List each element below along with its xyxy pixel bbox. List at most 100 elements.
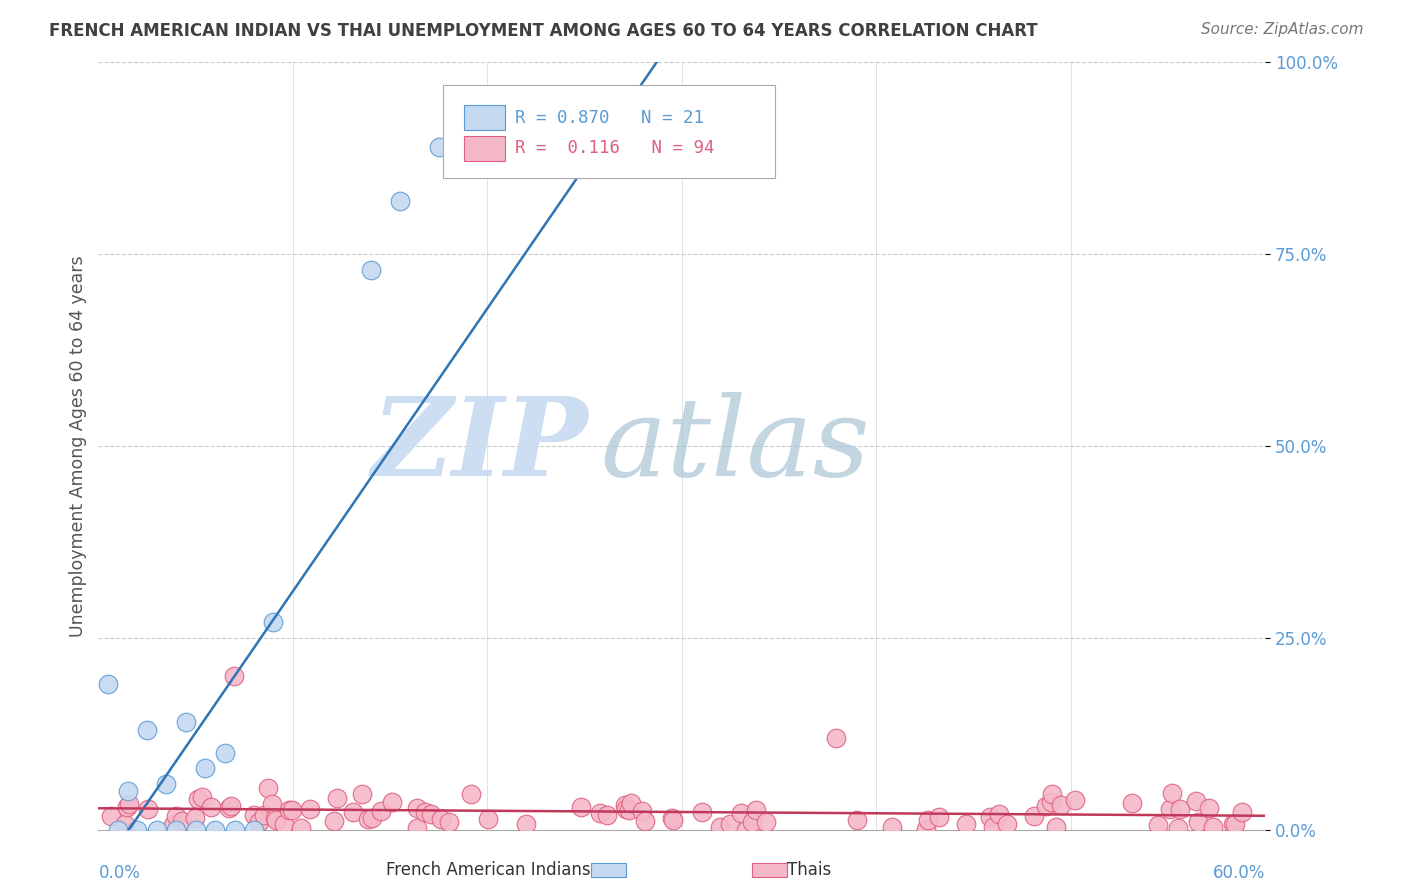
Point: [477, 812, 499, 826]
Bar: [464, 105, 505, 130]
Point: [138, 802, 160, 816]
Point: [264, 813, 287, 827]
Point: [406, 822, 429, 836]
Point: [651, 132, 673, 146]
Point: [155, 776, 177, 790]
Text: Thais: Thais: [787, 861, 831, 879]
Y-axis label: Unemployment Among Ages 60 to 64 years: Unemployment Among Ages 60 to 64 years: [69, 255, 87, 637]
Point: [277, 803, 299, 817]
Point: [165, 809, 187, 823]
Point: [247, 814, 270, 829]
Point: [243, 822, 266, 837]
Point: [1121, 796, 1143, 810]
Point: [191, 789, 214, 804]
Point: [97, 677, 120, 691]
Point: [755, 815, 778, 830]
Point: [631, 804, 654, 818]
Point: [357, 813, 380, 827]
Point: [880, 820, 903, 834]
Point: [224, 669, 246, 683]
Point: [741, 815, 763, 830]
Point: [662, 814, 685, 828]
Bar: [591, 863, 626, 877]
Point: [370, 804, 392, 818]
Point: [352, 788, 374, 802]
Point: [114, 817, 136, 831]
Point: [100, 809, 122, 823]
Point: [596, 808, 619, 822]
Point: [1202, 820, 1225, 834]
Text: 0.0%: 0.0%: [98, 864, 141, 882]
Point: [1232, 805, 1254, 819]
Point: [117, 784, 139, 798]
Point: [256, 781, 278, 796]
Point: [1159, 802, 1181, 816]
Point: [988, 807, 1011, 822]
Text: Source: ZipAtlas.com: Source: ZipAtlas.com: [1201, 22, 1364, 37]
Point: [281, 803, 304, 817]
Point: [200, 799, 222, 814]
Point: [588, 805, 610, 820]
Point: [735, 822, 758, 837]
Point: [1167, 821, 1189, 835]
Point: [323, 814, 346, 828]
Point: [955, 816, 977, 830]
Point: [983, 820, 1005, 834]
Point: [614, 798, 637, 813]
Point: [427, 140, 450, 154]
Point: [262, 615, 284, 630]
Point: [430, 812, 453, 826]
Point: [619, 803, 641, 817]
Point: [745, 803, 768, 817]
Point: [825, 731, 848, 745]
Point: [634, 814, 657, 829]
Point: [219, 799, 242, 814]
Point: [569, 800, 592, 814]
Point: [420, 807, 443, 822]
Point: [1040, 788, 1063, 802]
Point: [1160, 786, 1182, 800]
Bar: [752, 863, 787, 877]
Point: [1198, 800, 1220, 814]
Point: [690, 805, 713, 819]
Point: [243, 808, 266, 822]
Point: [253, 808, 276, 822]
Point: [187, 792, 209, 806]
Point: [224, 822, 246, 837]
Point: [730, 806, 752, 821]
Point: [1049, 798, 1071, 813]
Point: [290, 822, 312, 836]
Point: [194, 761, 217, 775]
Point: [413, 805, 436, 819]
Point: [136, 723, 159, 737]
Text: 60.0%: 60.0%: [1213, 864, 1265, 882]
Point: [718, 817, 741, 831]
Point: [661, 811, 683, 825]
Point: [218, 801, 240, 815]
Point: [184, 811, 207, 825]
Point: [846, 814, 869, 828]
Point: [1035, 799, 1057, 814]
Point: [299, 802, 322, 816]
Point: [127, 822, 149, 837]
Point: [1184, 794, 1206, 808]
Point: [117, 799, 139, 814]
Point: [170, 814, 193, 828]
Text: R = 0.870   N = 21: R = 0.870 N = 21: [515, 109, 704, 127]
Point: [273, 817, 295, 831]
Point: [204, 822, 226, 837]
Point: [1045, 820, 1067, 834]
Point: [1187, 815, 1209, 830]
Point: [388, 194, 411, 208]
Point: [1022, 809, 1045, 823]
Point: [381, 795, 404, 809]
Bar: [464, 136, 505, 161]
Point: [184, 822, 207, 837]
Text: ZIP: ZIP: [373, 392, 589, 500]
FancyBboxPatch shape: [443, 86, 775, 178]
Point: [437, 814, 460, 829]
Text: atlas: atlas: [600, 392, 870, 500]
Point: [162, 818, 184, 832]
Point: [614, 801, 637, 815]
Text: FRENCH AMERICAN INDIAN VS THAI UNEMPLOYMENT AMONG AGES 60 TO 64 YEARS CORRELATIO: FRENCH AMERICAN INDIAN VS THAI UNEMPLOYM…: [49, 22, 1038, 40]
